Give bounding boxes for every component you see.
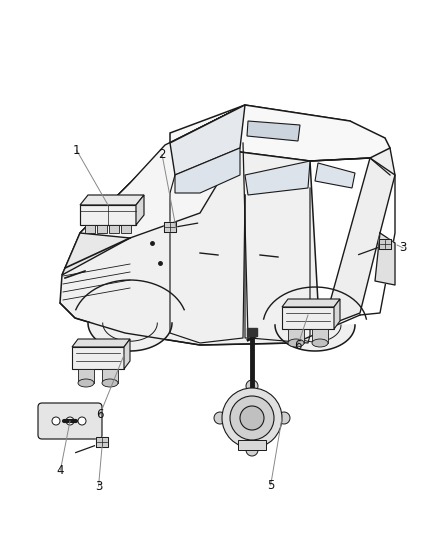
Ellipse shape <box>78 379 94 387</box>
Circle shape <box>214 412 226 424</box>
Circle shape <box>240 406 264 430</box>
Text: 6: 6 <box>96 408 104 421</box>
Polygon shape <box>97 225 107 233</box>
Text: 6: 6 <box>294 339 302 352</box>
Polygon shape <box>175 148 240 193</box>
Circle shape <box>78 417 86 425</box>
Text: 1: 1 <box>73 144 81 157</box>
Circle shape <box>278 412 290 424</box>
Polygon shape <box>170 105 390 161</box>
Text: 3: 3 <box>95 480 102 492</box>
Polygon shape <box>379 239 391 249</box>
Polygon shape <box>315 163 355 188</box>
Ellipse shape <box>102 379 118 387</box>
FancyBboxPatch shape <box>38 403 102 439</box>
Polygon shape <box>72 339 130 347</box>
Polygon shape <box>312 329 328 343</box>
Circle shape <box>222 388 282 448</box>
Polygon shape <box>282 307 334 329</box>
Polygon shape <box>245 105 395 338</box>
Polygon shape <box>164 222 176 232</box>
Polygon shape <box>245 161 310 195</box>
Polygon shape <box>96 437 108 447</box>
Polygon shape <box>85 225 95 233</box>
Circle shape <box>230 396 274 440</box>
Text: 5: 5 <box>267 479 274 491</box>
Polygon shape <box>88 323 172 351</box>
Circle shape <box>246 444 258 456</box>
Polygon shape <box>275 325 355 351</box>
Polygon shape <box>247 328 257 336</box>
Text: 4: 4 <box>57 464 64 477</box>
Circle shape <box>52 417 60 425</box>
Polygon shape <box>109 225 119 233</box>
Polygon shape <box>78 369 94 383</box>
Polygon shape <box>238 440 266 450</box>
Polygon shape <box>375 233 395 285</box>
Polygon shape <box>282 299 340 307</box>
Polygon shape <box>80 195 144 205</box>
Polygon shape <box>124 339 130 369</box>
Polygon shape <box>121 225 131 233</box>
Polygon shape <box>60 143 320 345</box>
Polygon shape <box>62 183 130 275</box>
Polygon shape <box>170 105 245 175</box>
Text: 3: 3 <box>399 241 406 254</box>
Circle shape <box>246 380 258 392</box>
Ellipse shape <box>288 339 304 347</box>
Polygon shape <box>102 369 118 383</box>
Polygon shape <box>72 347 124 369</box>
Polygon shape <box>80 205 136 225</box>
Polygon shape <box>334 299 340 329</box>
Text: 2: 2 <box>158 148 166 161</box>
Polygon shape <box>288 329 304 343</box>
Circle shape <box>66 417 74 425</box>
Polygon shape <box>80 105 245 238</box>
Polygon shape <box>136 195 144 225</box>
Ellipse shape <box>312 339 328 347</box>
Polygon shape <box>247 121 300 141</box>
